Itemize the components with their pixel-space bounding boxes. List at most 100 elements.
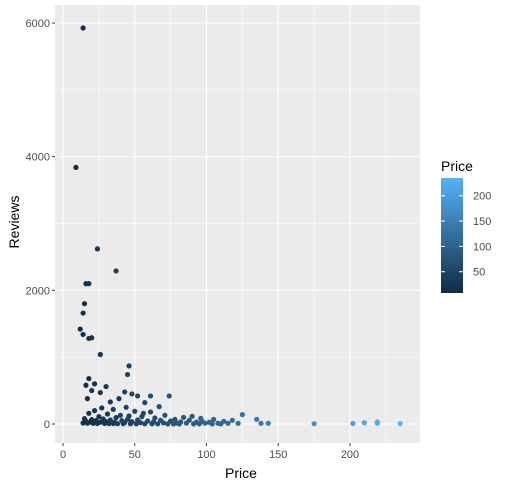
data-point [99, 405, 105, 411]
data-point [374, 419, 380, 425]
y-axis-title: Reviews [6, 196, 22, 249]
data-point [106, 420, 112, 427]
y-tick-label: 4000 [26, 152, 50, 164]
data-point [170, 421, 177, 427]
data-point [81, 301, 88, 307]
data-point [102, 420, 108, 427]
data-point [189, 413, 195, 419]
y-tick-label: 6000 [26, 18, 50, 30]
data-point [196, 421, 202, 427]
data-point [229, 417, 235, 423]
data-point [137, 420, 144, 426]
data-point [94, 246, 101, 252]
legend-tick-label: 50 [473, 267, 485, 279]
data-point [114, 421, 121, 427]
data-point [91, 381, 98, 387]
x-tick-label: 200 [341, 449, 359, 461]
data-point [86, 375, 92, 382]
data-point [89, 335, 95, 341]
y-tick-label: 2000 [26, 285, 50, 297]
legend-colorbar [441, 178, 463, 293]
data-point [350, 420, 356, 427]
data-point [120, 421, 126, 427]
data-point [123, 404, 129, 410]
data-point [183, 420, 190, 426]
data-point [209, 421, 215, 427]
data-point [97, 351, 103, 358]
data-point [149, 421, 155, 427]
data-point [126, 363, 132, 369]
data-point [84, 396, 90, 402]
data-point [132, 408, 138, 414]
data-point [96, 414, 102, 420]
data-point [361, 420, 367, 426]
legend: Price 50 100 150 200 [441, 158, 491, 293]
data-point [110, 406, 116, 412]
data-point [113, 268, 119, 274]
plot-panel [55, 5, 420, 443]
x-tick-label: 50 [129, 449, 141, 461]
x-axis-title: Price [225, 465, 257, 481]
legend-title: Price [441, 158, 473, 174]
data-point [127, 421, 134, 427]
data-point [160, 420, 167, 426]
data-point [397, 420, 403, 427]
data-point [94, 420, 101, 427]
data-point [152, 415, 158, 421]
data-point [225, 420, 231, 426]
data-point [122, 389, 128, 395]
data-point [103, 383, 109, 390]
data-point [202, 420, 208, 426]
data-point [107, 399, 113, 405]
data-point [89, 387, 95, 394]
data-point [97, 389, 103, 396]
data-point [86, 281, 92, 287]
data-point [139, 414, 145, 420]
data-point [254, 416, 260, 422]
data-point [180, 414, 187, 420]
x-tick-label: 150 [269, 449, 287, 461]
data-point [80, 331, 86, 338]
data-point [156, 404, 162, 410]
data-point [80, 420, 86, 426]
data-point [133, 421, 139, 427]
data-point [113, 415, 119, 421]
data-point [83, 382, 89, 388]
legend-tick-label: 200 [473, 191, 491, 203]
data-point [239, 412, 245, 418]
data-point [135, 393, 141, 399]
data-point [165, 421, 171, 427]
y-tick-label: 0 [44, 419, 50, 431]
data-point [162, 412, 168, 418]
data-point [84, 420, 90, 426]
data-point [155, 421, 161, 427]
data-point [104, 411, 111, 417]
data-point [147, 393, 154, 399]
legend-ticks: 50 100 150 200 [441, 191, 491, 279]
data-point [80, 310, 86, 316]
data-point [142, 400, 148, 406]
data-point [235, 420, 241, 426]
data-point [142, 421, 148, 427]
data-point [116, 396, 122, 402]
data-point [147, 409, 154, 415]
x-tick-label: 0 [60, 449, 66, 461]
legend-tick-label: 150 [473, 216, 491, 228]
data-point [86, 410, 92, 416]
data-point [265, 420, 271, 426]
data-point [110, 420, 116, 427]
legend-tick-label: 100 [473, 241, 491, 253]
data-point [124, 371, 131, 378]
data-point [211, 416, 217, 422]
data-point [90, 420, 96, 426]
data-point [129, 391, 135, 397]
data-point [176, 421, 182, 427]
data-point [190, 421, 197, 427]
data-point [166, 393, 172, 399]
data-point [91, 408, 98, 414]
data-point [117, 412, 123, 418]
data-point [80, 25, 86, 31]
